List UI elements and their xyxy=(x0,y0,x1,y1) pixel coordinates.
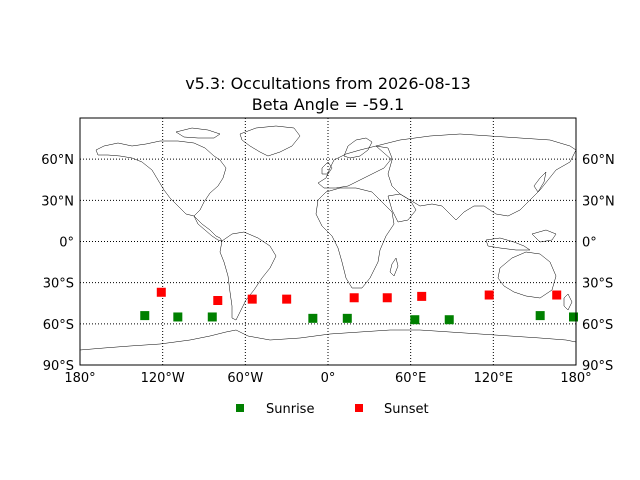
legend-sunrise-marker xyxy=(236,404,244,412)
gridlines xyxy=(80,118,576,365)
sunrise-marker xyxy=(569,312,578,322)
y-axis-left-tick-labels: 60°N 30°N 0° 30°S 60°S 90°S xyxy=(41,153,74,374)
x-axis-tick-labels: 180° 120°W 60°W 0° 60°E 120°E 180° xyxy=(64,371,591,386)
chart-title-line2: Beta Angle = -59.1 xyxy=(252,95,405,114)
sunrise-marker xyxy=(308,313,318,323)
x-tick-label: 120°E xyxy=(474,371,514,386)
y-tick-label-right: 30°N xyxy=(582,194,615,209)
sunrise-marker xyxy=(140,311,150,321)
sunset-marker xyxy=(349,293,359,303)
map-plot-area xyxy=(79,117,578,366)
x-tick-label: 180° xyxy=(64,371,95,386)
x-tick-label: 180° xyxy=(560,371,591,386)
y-tick-label-right: 60°N xyxy=(582,153,615,168)
legend-sunset-marker xyxy=(355,404,363,412)
legend-sunset-label: Sunset xyxy=(384,402,429,417)
y-tick-label-left: 30°S xyxy=(43,277,74,292)
x-tick-label: 60°E xyxy=(395,371,426,386)
legend-sunrise-label: Sunrise xyxy=(266,402,314,417)
sunset-marker xyxy=(156,287,166,297)
sunset-marker xyxy=(484,290,494,300)
x-tick-label: 60°W xyxy=(227,371,263,386)
y-tick-label-left: 60°S xyxy=(43,318,74,333)
sunset-marker xyxy=(282,294,292,304)
sunset-marker xyxy=(213,296,223,306)
y-tick-label-right: 90°S xyxy=(582,359,613,374)
sunrise-marker xyxy=(444,315,454,325)
sunset-marker xyxy=(417,291,427,301)
y-tick-label-left: 60°N xyxy=(41,153,74,168)
legend: Sunrise Sunset xyxy=(236,402,429,417)
y-tick-label-left: 30°N xyxy=(41,194,74,209)
y-tick-label-right: 0° xyxy=(582,236,597,251)
sunrise-marker xyxy=(535,311,545,321)
y-tick-label-right: 60°S xyxy=(582,318,613,333)
x-tick-label: 0° xyxy=(321,371,336,386)
map-frame xyxy=(79,117,577,366)
sunrise-marker xyxy=(410,315,420,325)
x-tick-label: 120°W xyxy=(141,371,185,386)
sunrise-marker xyxy=(342,313,352,323)
occultation-markers xyxy=(140,287,578,325)
chart-title-line1: v5.3: Occultations from 2026-08-13 xyxy=(185,74,471,93)
y-axis-right-tick-labels: 60°N 30°N 0° 30°S 60°S 90°S xyxy=(582,153,615,374)
y-tick-label-left: 90°S xyxy=(43,359,74,374)
sunrise-marker xyxy=(207,312,217,322)
sunrise-marker xyxy=(173,312,183,322)
sunset-marker xyxy=(552,290,562,300)
y-tick-label-left: 0° xyxy=(59,236,74,251)
sunset-marker xyxy=(382,293,392,303)
y-tick-label-right: 30°S xyxy=(582,277,613,292)
sunset-marker xyxy=(247,294,257,304)
